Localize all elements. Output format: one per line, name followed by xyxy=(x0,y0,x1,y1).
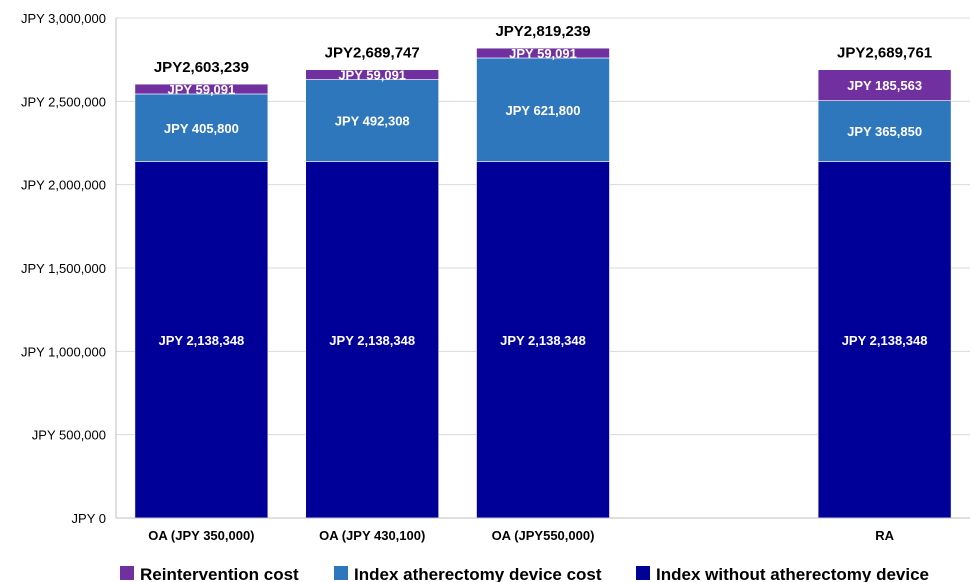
bar-segment xyxy=(476,161,610,519)
bar-segment xyxy=(134,83,269,95)
bar-segment xyxy=(476,57,610,162)
legend-swatch xyxy=(636,566,650,580)
x-axis: OA (JPY 350,000) OA (JPY 430,100) OA (JPY5… xyxy=(116,517,970,543)
y-tick-label: JPY 2,500,000 xyxy=(21,94,106,109)
bar-segment xyxy=(134,161,269,519)
segment-data-label: JPY 365,850 xyxy=(847,124,922,139)
segment-data-label: JPY 59,091 xyxy=(338,68,406,83)
bars: JPY 2,138,348 JPY 405,800 JPY 59,091 JPY2,6… xyxy=(134,23,952,519)
y-tick-label: JPY 3,000,000 xyxy=(21,11,106,26)
legend-swatch xyxy=(120,566,134,580)
legend-label: Reintervention cost xyxy=(140,565,299,582)
bar-segment xyxy=(476,47,610,59)
y-tick-label: JPY 1,000,000 xyxy=(21,344,106,359)
bar-total-label: JPY2,819,239 xyxy=(495,23,590,40)
legend-label: Index atherectomy device cost xyxy=(354,565,602,582)
segment-data-label: JPY 59,091 xyxy=(509,46,577,61)
legend: Reintervention cost Index atherectomy dev… xyxy=(120,565,929,582)
bar-segment xyxy=(305,79,440,162)
y-tick-label: JPY 0 xyxy=(72,511,106,526)
x-category-label: RA xyxy=(875,528,894,543)
x-category-label: OA (JPY 430,100) xyxy=(319,528,425,543)
segment-data-label: JPY 621,800 xyxy=(506,103,581,118)
y-tick-label: JPY 500,000 xyxy=(32,428,106,443)
x-category-label: OA (JPY550,000) xyxy=(492,528,595,543)
bar-segment xyxy=(305,161,440,519)
x-category-label: OA (JPY 350,000) xyxy=(148,528,254,543)
segment-data-label: JPY 2,138,348 xyxy=(329,333,415,348)
bar-total-label: JPY2,603,239 xyxy=(154,59,249,76)
segment-data-label: JPY 59,091 xyxy=(168,82,236,97)
y-axis: JPY 0 JPY 500,000 JPY 1,000,000 JPY 1,500,0… xyxy=(21,11,117,526)
segment-data-label: JPY 185,563 xyxy=(847,78,922,93)
y-tick-label: JPY 2,000,000 xyxy=(21,178,106,193)
segment-data-label: JPY 2,138,348 xyxy=(842,333,928,348)
bar-segment xyxy=(817,161,952,519)
legend-label: Index without atherectomy device xyxy=(656,565,929,582)
bar-segment xyxy=(305,69,440,80)
bar-segment xyxy=(134,93,269,162)
segment-data-label: JPY 2,138,348 xyxy=(159,333,245,348)
bar-segment xyxy=(817,69,952,101)
bar-total-label: JPY2,689,747 xyxy=(325,45,420,62)
bar-segment xyxy=(817,100,952,162)
legend-swatch xyxy=(334,566,348,580)
segment-data-label: JPY 405,800 xyxy=(164,121,239,136)
y-tick-label: JPY 1,500,000 xyxy=(21,261,106,276)
segment-data-label: JPY 2,138,348 xyxy=(500,333,586,348)
segment-data-label: JPY 492,308 xyxy=(335,114,410,129)
bar-total-label: JPY2,689,761 xyxy=(837,45,932,62)
